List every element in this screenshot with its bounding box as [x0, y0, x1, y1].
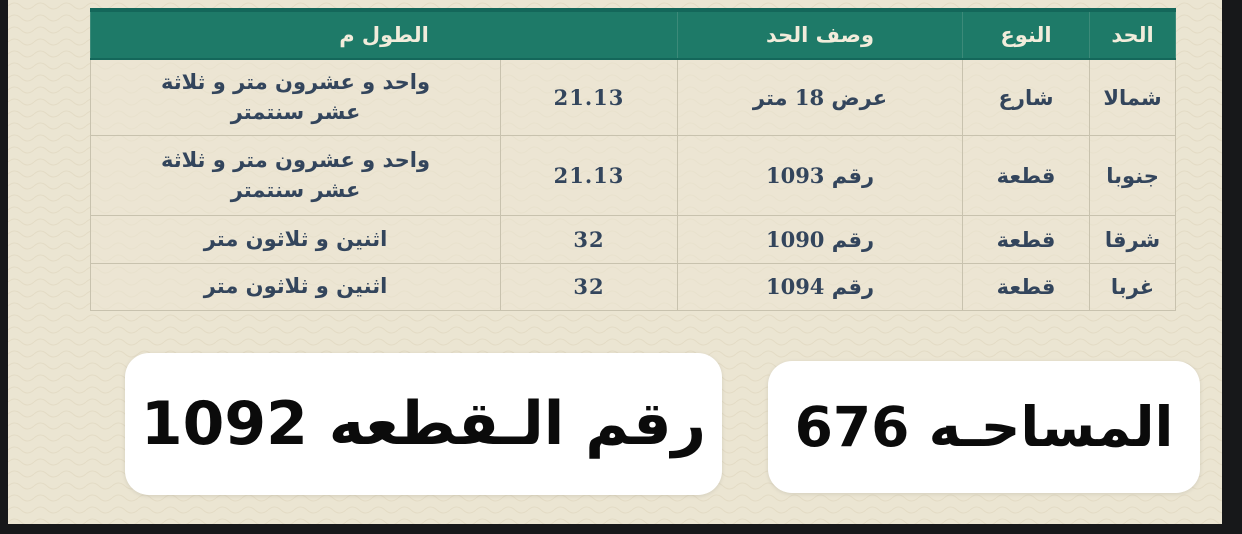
- cell-length-words: واحد و عشرون متر و ثلاثة عشر سنتمتر: [89, 58, 502, 136]
- document-paper: الحد النوع وصف الحد الطول م شمالا شارع ع…: [8, 0, 1222, 524]
- header-cell-type: النوع: [962, 8, 1091, 60]
- header-cell-length-m: الطول م: [89, 8, 679, 60]
- length-words-text: اثنين و ثلاثون متر: [203, 273, 388, 299]
- cell-boundary: شمالا: [1089, 58, 1177, 136]
- cell-boundary: جنوبا: [1089, 134, 1177, 216]
- table-row-east: شرقا قطعة رقم 1090 32 اثنين و ثلاثون متر: [89, 214, 1177, 264]
- photo-edge-bottom: [0, 524, 1242, 534]
- table-row-north: شمالا شارع عرض 18 متر 21.13 واحد و عشرون…: [89, 58, 1177, 136]
- cell-description: رقم 1093: [677, 134, 964, 216]
- boundaries-table-header: الحد النوع وصف الحد الطول م: [89, 8, 1177, 60]
- header-cell-boundary: الحد: [1089, 8, 1177, 60]
- cell-length-number: 32: [500, 262, 679, 311]
- boundaries-table: الحد النوع وصف الحد الطول م شمالا شارع ع…: [89, 8, 1177, 311]
- photo-edge-right: [1222, 0, 1242, 534]
- cell-length-words: واحد و عشرون متر و ثلاثة عشر سنتمتر: [89, 134, 502, 216]
- length-words-text: واحد و عشرون متر و ثلاثة عشر سنتمتر: [160, 68, 431, 125]
- cell-length-number: 32: [500, 214, 679, 264]
- cell-type: قطعة: [962, 214, 1091, 264]
- cell-length-number: 21.13: [500, 134, 679, 216]
- table-row-south: جنوبا قطعة رقم 1093 21.13 واحد و عشرون م…: [89, 134, 1177, 216]
- cell-length-words: اثنين و ثلاثون متر: [89, 262, 502, 311]
- cell-boundary: شرقا: [1089, 214, 1177, 264]
- cell-type: قطعة: [962, 262, 1091, 311]
- cell-boundary: غربا: [1089, 262, 1177, 311]
- cell-type: قطعة: [962, 134, 1091, 216]
- cell-description: رقم 1094: [677, 262, 964, 311]
- length-words-text: واحد و عشرون متر و ثلاثة عشر سنتمتر: [160, 146, 431, 202]
- boundaries-table-body: شمالا شارع عرض 18 متر 21.13 واحد و عشرون…: [89, 58, 1177, 311]
- area-caption: المساحـه 676: [768, 361, 1200, 493]
- photo-edge-left: [0, 0, 8, 534]
- header-row: الحد النوع وصف الحد الطول م: [89, 8, 1177, 60]
- plot-number-caption: رقم الـقطعه 1092: [125, 353, 722, 495]
- length-words-text: اثنين و ثلاثون متر: [203, 225, 388, 251]
- cell-description: رقم 1090: [677, 214, 964, 264]
- cell-length-words: اثنين و ثلاثون متر: [89, 214, 502, 264]
- header-cell-description: وصف الحد: [677, 8, 964, 60]
- cell-description: عرض 18 متر: [677, 58, 964, 136]
- cell-length-number: 21.13: [500, 58, 679, 136]
- cell-type: شارع: [962, 58, 1091, 136]
- table-row-west: غربا قطعة رقم 1094 32 اثنين و ثلاثون متر: [89, 262, 1177, 311]
